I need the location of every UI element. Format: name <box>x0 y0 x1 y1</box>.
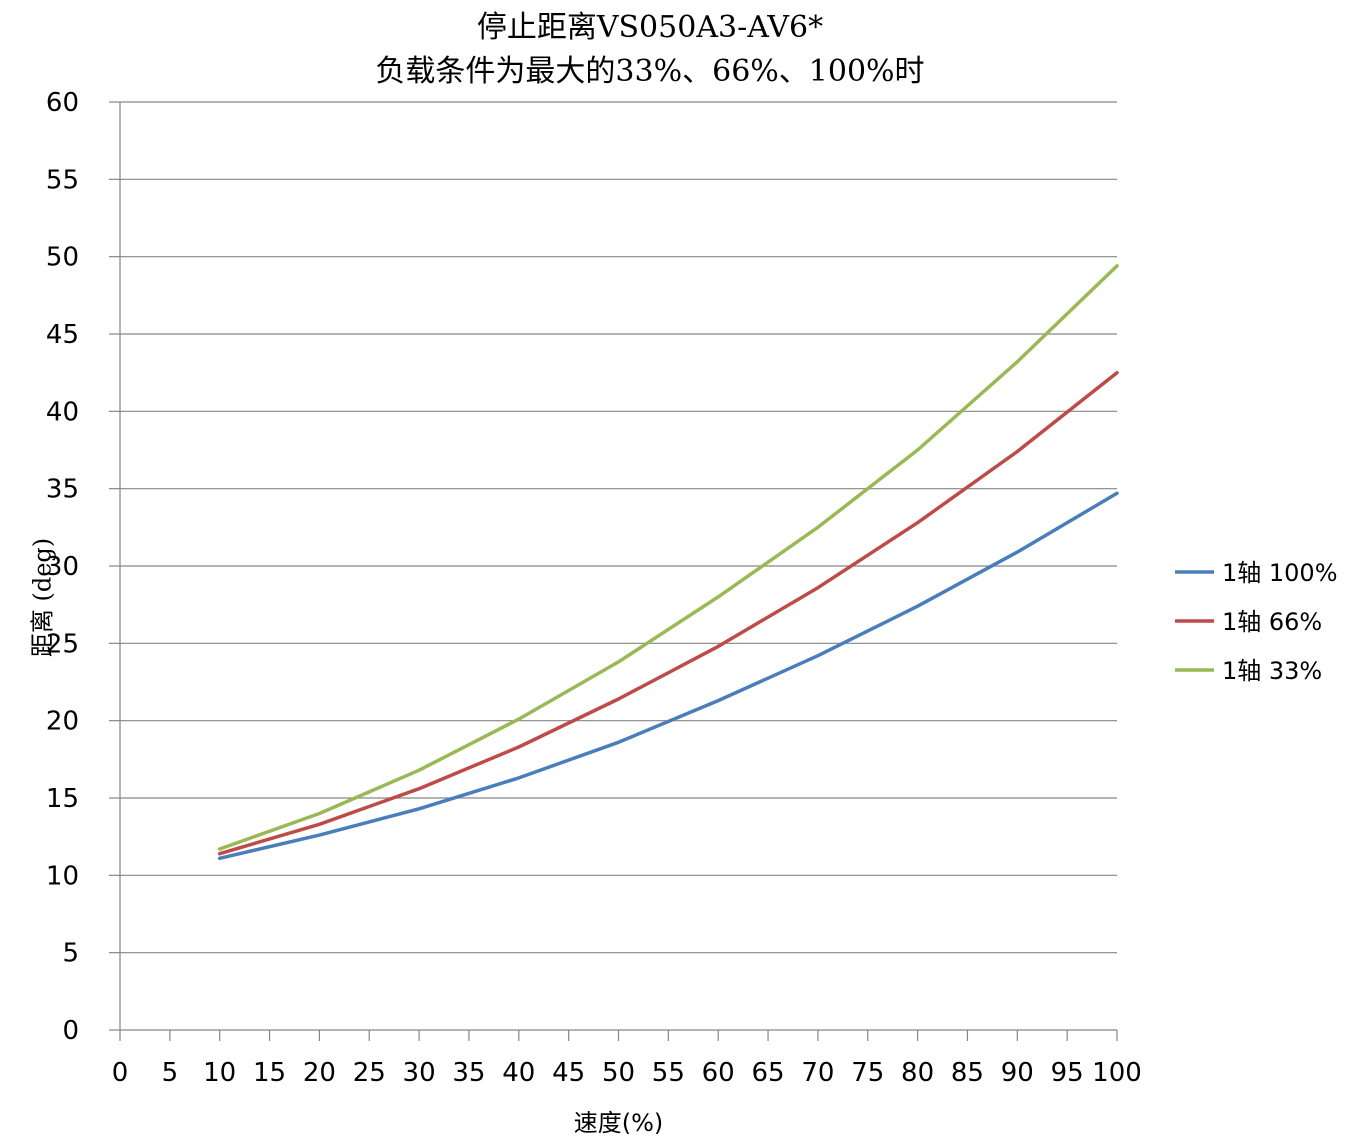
series-line <box>217 370 1119 856</box>
x-tick-label: 5 <box>162 1058 179 1088</box>
x-tick-label: 30 <box>403 1058 436 1088</box>
chart-subtitle: 负载条件为最大的33%、66%、100%时 <box>375 54 925 89</box>
x-tick-label: 45 <box>552 1058 585 1088</box>
x-tick-label: 40 <box>502 1058 535 1088</box>
y-tick-label: 10 <box>46 861 79 891</box>
chart-title: 停止距离VS050A3-AV6* <box>476 10 824 45</box>
y-tick-label: 45 <box>46 320 79 350</box>
x-tick-label: 65 <box>752 1058 785 1088</box>
y-tick-label: 60 <box>46 88 79 118</box>
legend-label: 1轴 66% <box>1222 608 1322 636</box>
x-tick-label: 70 <box>801 1058 834 1088</box>
y-tick-label: 30 <box>46 552 79 582</box>
y-tick-label: 15 <box>46 784 79 814</box>
x-tick-label: 0 <box>112 1058 129 1088</box>
legend-label: 1轴 100% <box>1222 559 1338 587</box>
y-tick-label: 25 <box>46 629 79 659</box>
x-tick-label: 60 <box>702 1058 735 1088</box>
y-tick-label: 55 <box>46 165 79 195</box>
y-tick-label: 35 <box>46 475 79 505</box>
x-tick-label: 55 <box>652 1058 685 1088</box>
x-tick-label: 10 <box>203 1058 236 1088</box>
x-tick-label: 35 <box>452 1058 485 1088</box>
x-tick-label: 15 <box>253 1058 286 1088</box>
x-tick-label: 100 <box>1092 1058 1142 1088</box>
x-tick-label: 80 <box>901 1058 934 1088</box>
x-tick-label: 20 <box>303 1058 336 1088</box>
y-tick-label: 5 <box>62 939 79 969</box>
y-tick-label: 20 <box>46 707 79 737</box>
x-tick-label: 25 <box>353 1058 386 1088</box>
x-axis-label: 速度(%) <box>573 1109 664 1137</box>
x-tick-label: 75 <box>851 1058 884 1088</box>
x-tick-label: 50 <box>602 1058 635 1088</box>
series-line <box>217 491 1119 861</box>
x-tick-label: 85 <box>951 1058 984 1088</box>
x-tick-label: 95 <box>1051 1058 1084 1088</box>
legend-label: 1轴 33% <box>1222 657 1322 685</box>
series-line <box>217 264 1119 851</box>
y-tick-label: 50 <box>46 243 79 273</box>
x-tick-label: 90 <box>1001 1058 1034 1088</box>
y-tick-label: 0 <box>62 1016 79 1046</box>
y-tick-label: 40 <box>46 397 79 427</box>
